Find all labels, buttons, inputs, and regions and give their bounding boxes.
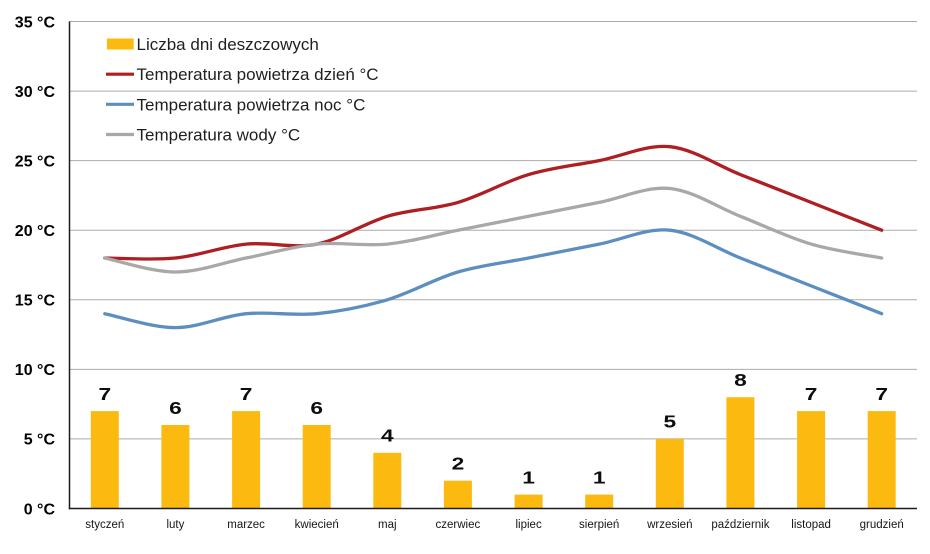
svg-text:4: 4 (381, 427, 394, 446)
svg-text:maj: maj (378, 519, 397, 531)
svg-text:luty: luty (166, 519, 184, 531)
svg-text:35 °C: 35 °C (15, 14, 56, 31)
svg-text:7: 7 (98, 385, 111, 404)
svg-text:1: 1 (522, 469, 535, 488)
svg-text:5 °C: 5 °C (24, 432, 56, 449)
svg-text:czerwiec: czerwiec (436, 519, 481, 531)
svg-text:lipiec: lipiec (515, 519, 541, 531)
svg-text:6: 6 (310, 399, 323, 418)
svg-text:25 °C: 25 °C (15, 153, 56, 170)
svg-text:Liczba dni deszczowych: Liczba dni deszczowych (137, 35, 319, 54)
svg-text:0 °C: 0 °C (24, 501, 56, 518)
svg-text:kwiecień: kwiecień (295, 519, 339, 531)
svg-text:Temperatura powietrza noc °C: Temperatura powietrza noc °C (137, 95, 366, 114)
svg-text:1: 1 (593, 469, 606, 488)
svg-text:7: 7 (875, 385, 888, 404)
svg-text:Temperatura powietrza dzień °C: Temperatura powietrza dzień °C (137, 65, 379, 84)
svg-text:5: 5 (663, 413, 676, 432)
svg-text:6: 6 (169, 399, 182, 418)
svg-text:8: 8 (734, 371, 747, 390)
svg-text:30 °C: 30 °C (15, 84, 56, 101)
svg-text:październik: październik (711, 519, 769, 531)
svg-text:styczeń: styczeń (85, 519, 124, 531)
svg-text:wrzesień: wrzesień (646, 519, 692, 531)
svg-text:20 °C: 20 °C (15, 223, 56, 240)
svg-text:2: 2 (452, 455, 465, 474)
svg-text:listopad: listopad (791, 519, 831, 531)
svg-text:Temperatura wody °C: Temperatura wody °C (137, 126, 301, 145)
svg-text:10 °C: 10 °C (15, 362, 56, 379)
svg-text:grudzień: grudzień (860, 519, 904, 531)
svg-text:marzec: marzec (227, 519, 265, 531)
svg-text:7: 7 (240, 385, 253, 404)
svg-text:sierpień: sierpień (579, 519, 619, 531)
svg-text:7: 7 (805, 385, 818, 404)
svg-text:15 °C: 15 °C (15, 293, 56, 310)
